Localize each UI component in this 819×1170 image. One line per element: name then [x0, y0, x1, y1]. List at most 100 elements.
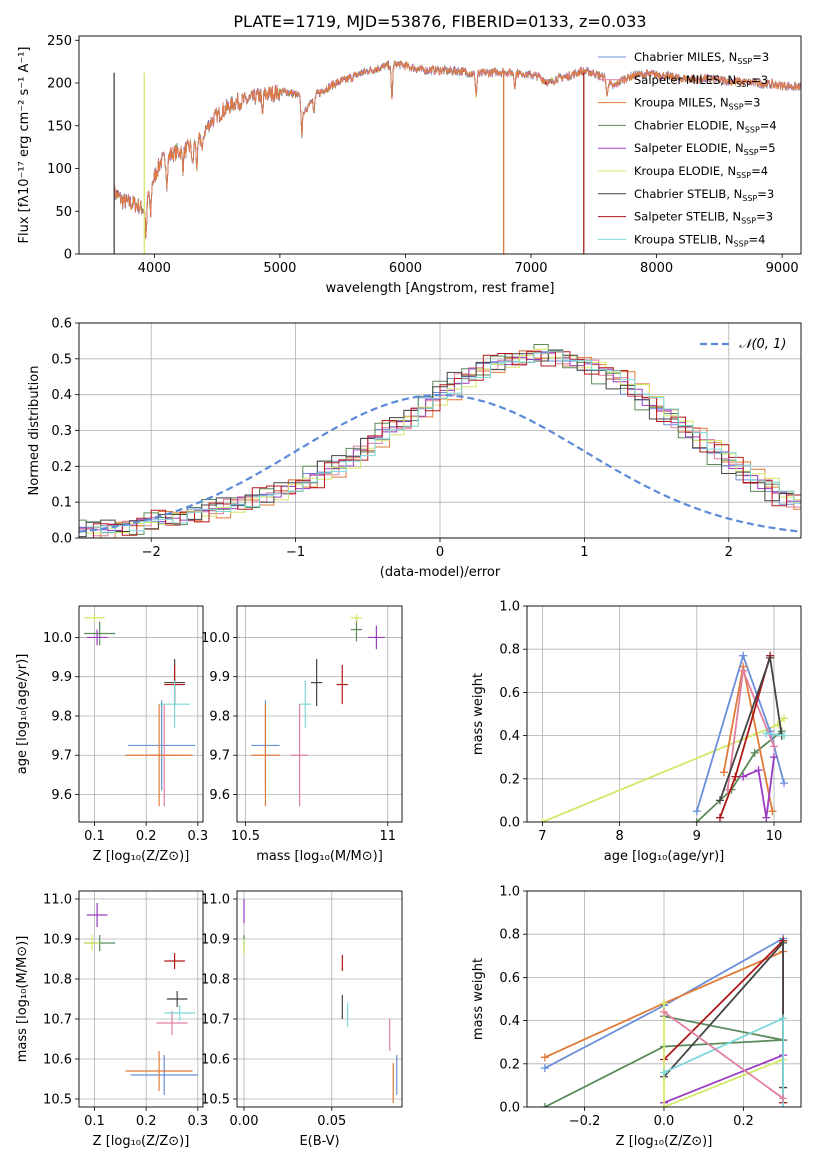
series-marker-kroupa_miles [768, 807, 777, 816]
y-tick-label: 0.0 [51, 532, 72, 547]
legend-entry: Salpeter STELIB, NSSP=3 [634, 210, 773, 226]
legend-entry: Kroupa MILES, NSSP=3 [634, 96, 760, 112]
x-tick-label: 0.2 [136, 1114, 157, 1129]
series-marker-salpeter_elodie [739, 772, 748, 781]
y-tick-label: 10.7 [201, 1013, 230, 1028]
series-marker-kroupa_elodie [780, 714, 789, 723]
age_vs_mass-points [251, 613, 385, 807]
y-tick-label: 9.6 [51, 788, 72, 803]
legend-entry: Chabrier STELIB, NSSP=3 [634, 187, 774, 203]
series-marker-salpeter_elodie [762, 813, 771, 822]
series-marker-kroupa_stelib [779, 1103, 788, 1107]
x-tick-label: 7000 [514, 261, 547, 276]
series-marker-kroupa_miles [719, 768, 728, 777]
histograms [79, 344, 801, 538]
mass_vs_Z-points [84, 903, 198, 1095]
series-marker-kroupa_stelib [780, 731, 789, 740]
series-marker-chabrier_miles [780, 779, 789, 788]
weight_vs_age-axes: 7 8 9 10 0.0 0.2 0.4 0.6 0.8 1.0 age [log₁₀(age/yr… [471, 600, 801, 864]
legend-entry: Kroupa STELIB, NSSP=4 [634, 232, 765, 248]
x-tick-label: 5000 [263, 261, 296, 276]
x-tick-label: −0.2 [569, 1114, 601, 1129]
y-tick-label: 10.8 [43, 973, 72, 988]
series-marker-chabrier_stelib [779, 938, 788, 947]
series-marker-salpeter_miles [660, 1007, 668, 1016]
spectrum-line-kroupa_miles [113, 60, 801, 240]
age_vs_mass-frame [236, 605, 403, 823]
y-tick-label: 0.2 [499, 772, 520, 787]
y-tick-label: 0.3 [51, 424, 72, 439]
residuals-axes: −2 −1 0 1 2 0.0 0.1 0.2 0.3 0.4 0.5 0.6 (data-model)… [27, 317, 801, 580]
series-line-salpeter_miles [726, 667, 775, 790]
x-tick-label: 0.1 [84, 1114, 105, 1129]
age_vs_Z-frame [78, 605, 204, 823]
series-marker-chabrier_elodie [692, 818, 701, 822]
x-tick-label: 0 [436, 545, 444, 560]
series-marker-kroupa_stelib [779, 1014, 788, 1023]
x-tick-label: 9 [693, 829, 701, 844]
legend-entry: Chabrier MILES, NSSP=3 [634, 50, 769, 66]
x-tick-label: 9000 [766, 261, 799, 276]
y-tick-label: 10.5 [43, 1093, 72, 1108]
weight_vs_Z-series [540, 934, 788, 1107]
series-marker-salpeter_miles [739, 666, 748, 675]
y-tick-label: 10.0 [43, 631, 72, 646]
series-marker-kroupa_elodie [660, 1103, 668, 1107]
y-tick-label: 0.5 [51, 352, 72, 367]
mass_vs_EBV-frame [236, 890, 403, 1108]
x-axis-label: mass [log₁₀(M/M⊙)] [256, 849, 383, 864]
histogram-salpeter_stelib [79, 351, 801, 538]
x-tick-label: 10 [766, 829, 783, 844]
x-tick-label: 0.3 [187, 1114, 208, 1129]
series-line-kroupa_elodie [663, 1003, 784, 1107]
y-axis-label: mass weight [471, 673, 486, 755]
y-tick-label: 11.0 [43, 893, 72, 908]
series-line-salpeter_miles [663, 1011, 784, 1100]
series-line-chabrier_elodie [663, 1015, 784, 1041]
mass_vs_Z-axes: 0.1 0.2 0.3 10.5 10.6 10.7 10.8 10.9 11.0 Z [log₁… [15, 891, 208, 1149]
series-marker-kroupa_stelib [762, 729, 771, 738]
x-tick-label: 2 [725, 545, 733, 560]
y-tick-label: 0.4 [51, 388, 72, 403]
y-axis-label: age [log₁₀(age/yr)] [15, 654, 30, 775]
y-tick-label: 10.5 [201, 1093, 230, 1108]
series-marker-salpeter_stelib [731, 772, 740, 781]
x-axis-label: Z [log₁₀(Z/Z⊙)] [93, 849, 190, 864]
y-tick-label: 150 [47, 119, 72, 134]
y-tick-label: 250 [47, 34, 72, 49]
y-tick-label: 10.9 [43, 933, 72, 948]
y-axis-label: mass [log₁₀(M/M⊙)] [15, 936, 30, 1063]
spectrum-legend: Chabrier MILES, NSSP=3 Salpeter MILES, NS… [598, 50, 777, 248]
y-tick-label: 200 [47, 77, 72, 92]
x-axis-label: Z [log₁₀(Z/Z⊙)] [616, 1134, 713, 1149]
y-tick-label: 9.7 [51, 749, 72, 764]
y-tick-label: 0.0 [499, 1101, 520, 1116]
age_vs_Z-axes: 0.1 0.2 0.3 9.6 9.7 9.8 9.9 10.0 Z [log₁₀(Z/Z⊙)]… [15, 606, 208, 864]
series-marker-kroupa_miles [540, 1053, 549, 1062]
residuals-frame [78, 322, 802, 539]
x-axis-label: wavelength [Angstrom, rest frame] [326, 281, 555, 296]
spectrum-axes: 4000 5000 6000 7000 8000 9000 0 50 100 150 200 250 w… [17, 34, 799, 296]
x-tick-label: 7 [538, 829, 546, 844]
y-tick-label: 11.0 [201, 893, 230, 908]
figure-title: PLATE=1719, MJD=53876, FIBERID=0133, z=0… [233, 12, 647, 31]
series-marker-chabrier_elodie [750, 748, 759, 757]
x-tick-label: 6000 [389, 261, 422, 276]
weight_vs_Z-frame [526, 890, 802, 1108]
y-tick-label: 0.1 [51, 496, 72, 511]
mass_vs_EBV-axes: 0.00 0.05 10.5 10.6 10.7 10.8 10.9 11.0 E(B-V) [201, 891, 402, 1149]
x-tick-label: 0.0 [654, 1114, 675, 1129]
legend-entry: Kroupa ELODIE, NSSP=4 [634, 164, 768, 180]
y-tick-label: 0.6 [499, 686, 520, 701]
series-marker-chabrier_miles [692, 807, 701, 816]
weight_vs_age-frame [526, 605, 802, 823]
y-tick-label: 1.0 [499, 600, 520, 615]
x-tick-label: 11 [380, 829, 397, 844]
y-tick-label: 50 [55, 205, 72, 220]
y-tick-label: 9.8 [209, 709, 230, 724]
series-marker-chabrier_miles [739, 651, 748, 660]
gaussian-legend-label: 𝒩(0, 1) [739, 337, 786, 352]
y-tick-label: 100 [47, 162, 72, 177]
x-tick-label: 0.2 [733, 1114, 754, 1129]
